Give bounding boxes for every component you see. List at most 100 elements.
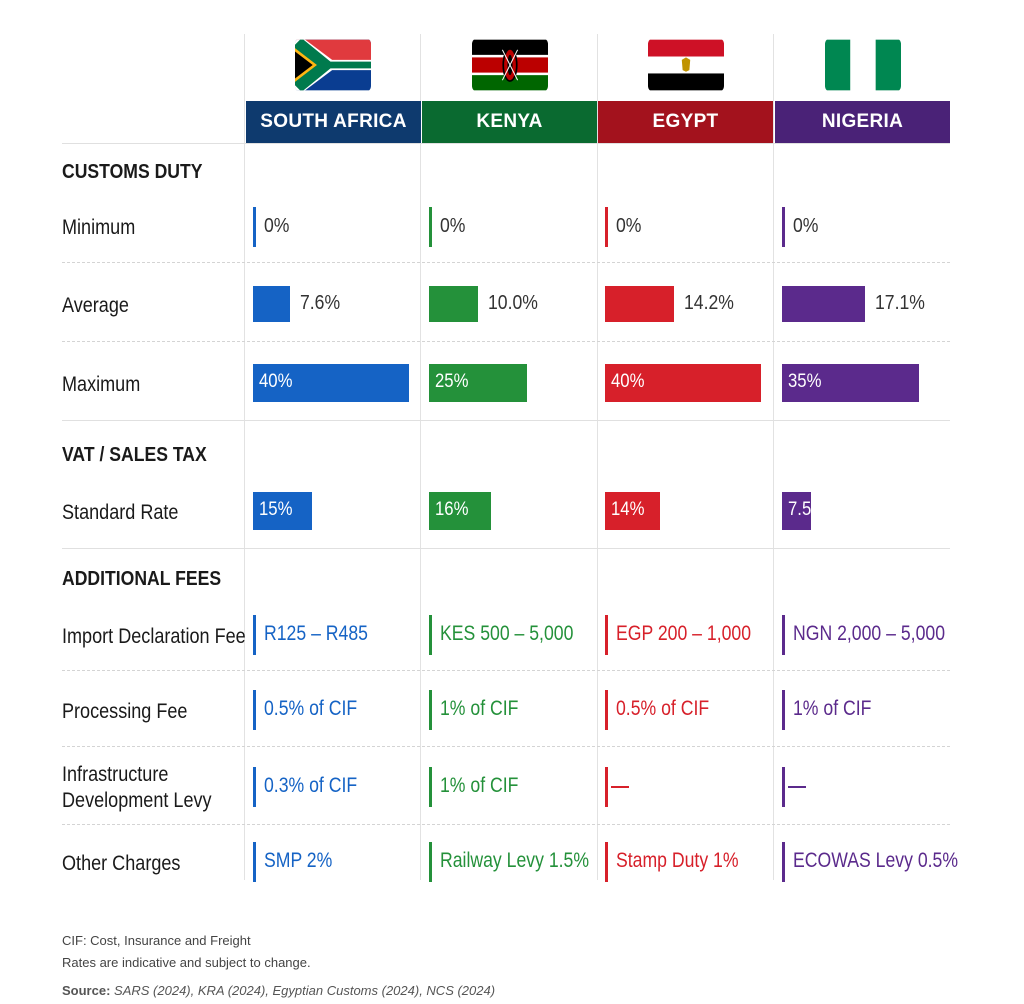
row-divider: [62, 824, 950, 825]
value-label-average-egypt: 14.2%: [683, 292, 734, 314]
fee-marker-import-declaration-fee-nigeria: [782, 615, 785, 655]
row-label-maximum: Maximum: [62, 373, 141, 396]
bar-standard-rate-kenya: [429, 492, 492, 530]
country-header-egypt: EGYPT: [598, 101, 773, 143]
section-title-additional-fees: ADDITIONAL FEES: [62, 568, 222, 590]
row-label-minimum: Minimum: [62, 216, 136, 239]
value-label-minimum-nigeria: 0%: [793, 215, 819, 237]
row-label-infrastructure-line1: Infrastructure: [62, 763, 169, 786]
value-label-maximum-nigeria: 35%: [788, 371, 822, 392]
value-label-minimum-egypt: 0%: [616, 215, 642, 237]
fee-marker-infrastructure-development-levy-egypt: [605, 767, 608, 807]
fee-marker-other-charges-nigeria: [782, 842, 785, 882]
value-label-maximum-kenya: 25%: [435, 371, 469, 392]
bar-average-egypt: [605, 286, 674, 322]
fee-marker-import-declaration-fee-egypt: [605, 615, 608, 655]
row-label-import-declaration-fee: Import Declaration Fee: [62, 625, 246, 648]
value-label-minimum-kenya: 0%: [440, 215, 466, 237]
fee-marker-import-declaration-fee-kenya: [429, 615, 432, 655]
fee-value-infrastructure-development-levy-kenya: 1% of CIF: [440, 774, 519, 797]
country-header-south-africa: SOUTH AFRICA: [246, 101, 421, 143]
bar-maximum-kenya: [429, 364, 527, 402]
fee-marker-processing-fee-kenya: [429, 690, 432, 730]
footnote-cif: CIF: Cost, Insurance and Freight: [62, 933, 251, 948]
section-title-customs-duty: CUSTOMS DUTY: [62, 161, 203, 183]
empty-dash-infrastructure-development-levy-egypt: [611, 786, 629, 788]
value-label-minimum-south-africa: 0%: [264, 215, 290, 237]
source-text: SARS (2024), KRA (2024), Egyptian Custom…: [114, 983, 496, 998]
fee-marker-infrastructure-development-levy-kenya: [429, 767, 432, 807]
egypt-flag-icon: [648, 38, 724, 92]
column-divider: [244, 34, 245, 880]
bar-standard-rate-egypt: [605, 492, 660, 530]
bar-average-nigeria: [782, 286, 865, 322]
value-label-average-south-africa: 7.6%: [299, 292, 340, 314]
zero-marker-minimum-south-africa: [253, 207, 256, 247]
row-divider: [62, 670, 950, 671]
bar-average-south-africa: [253, 286, 290, 322]
zero-marker-minimum-nigeria: [782, 207, 785, 247]
fee-marker-import-declaration-fee-south-africa: [253, 615, 256, 655]
fee-marker-infrastructure-development-levy-south-africa: [253, 767, 256, 807]
footnote-rates: Rates are indicative and subject to chan…: [62, 955, 311, 970]
fee-value-processing-fee-south-africa: 0.5% of CIF: [264, 697, 358, 720]
fee-marker-processing-fee-egypt: [605, 690, 608, 730]
section-title-vat: VAT / SALES TAX: [62, 444, 207, 466]
value-label-standard-rate-south-africa: 15%: [259, 499, 293, 520]
kenya-flag-icon: [472, 38, 548, 92]
row-label-standard-rate: Standard Rate: [62, 501, 179, 524]
column-divider: [597, 34, 598, 880]
nigeria-flag-icon: [825, 38, 901, 92]
fee-marker-infrastructure-development-levy-nigeria: [782, 767, 785, 807]
zero-marker-minimum-egypt: [605, 207, 608, 247]
value-label-maximum-south-africa: 40%: [259, 371, 293, 392]
bar-standard-rate-south-africa: [253, 492, 312, 530]
fee-marker-other-charges-south-africa: [253, 842, 256, 882]
row-divider: [62, 262, 950, 263]
source-label: Source:: [62, 983, 111, 998]
row-label-processing-fee: Processing Fee: [62, 700, 188, 723]
bar-standard-rate-nigeria: [782, 492, 812, 530]
fee-value-other-charges-egypt: Stamp Duty 1%: [616, 849, 739, 872]
row-label-other-charges: Other Charges: [62, 852, 181, 875]
row-label-average: Average: [62, 294, 129, 317]
value-label-average-nigeria: 17.1%: [874, 292, 925, 314]
fee-value-import-declaration-fee-kenya: KES 500 – 5,000: [440, 622, 574, 645]
bar-maximum-nigeria: [782, 364, 919, 402]
column-divider: [773, 34, 774, 880]
bar-maximum-south-africa: [253, 364, 409, 402]
empty-dash-infrastructure-development-levy-nigeria: [788, 786, 806, 788]
row-divider: [62, 143, 950, 144]
south-africa-flag-icon: [295, 38, 371, 92]
value-label-standard-rate-nigeria: 7.5%: [788, 499, 827, 520]
fee-value-infrastructure-development-levy-south-africa: 0.3% of CIF: [264, 774, 358, 797]
zero-marker-minimum-kenya: [429, 207, 432, 247]
fee-value-other-charges-nigeria: ECOWAS Levy 0.5%: [793, 849, 959, 872]
fee-marker-other-charges-egypt: [605, 842, 608, 882]
fee-value-processing-fee-kenya: 1% of CIF: [440, 697, 519, 720]
row-divider: [62, 746, 950, 747]
country-header-kenya: KENYA: [422, 101, 597, 143]
fee-value-processing-fee-egypt: 0.5% of CIF: [616, 697, 710, 720]
source-line: Source: SARS (2024), KRA (2024), Egyptia…: [62, 983, 495, 998]
value-label-standard-rate-kenya: 16%: [435, 499, 469, 520]
fee-value-import-declaration-fee-egypt: EGP 200 – 1,000: [616, 622, 752, 645]
country-header-nigeria: NIGERIA: [775, 101, 950, 143]
fee-value-import-declaration-fee-nigeria: NGN 2,000 – 5,000: [793, 622, 946, 645]
fee-value-processing-fee-nigeria: 1% of CIF: [793, 697, 872, 720]
column-divider: [420, 34, 421, 880]
fee-value-import-declaration-fee-south-africa: R125 – R485: [264, 622, 368, 645]
fee-marker-processing-fee-nigeria: [782, 690, 785, 730]
row-divider: [62, 341, 950, 342]
fee-marker-other-charges-kenya: [429, 842, 432, 882]
row-divider: [62, 548, 950, 549]
value-label-standard-rate-egypt: 14%: [611, 499, 645, 520]
fee-value-other-charges-kenya: Railway Levy 1.5%: [440, 849, 590, 872]
fee-value-other-charges-south-africa: SMP 2%: [264, 849, 333, 872]
bar-average-kenya: [429, 286, 478, 322]
value-label-maximum-egypt: 40%: [611, 371, 645, 392]
fee-marker-processing-fee-south-africa: [253, 690, 256, 730]
row-label-infrastructure-line2: Development Levy: [62, 789, 212, 812]
row-divider: [62, 420, 950, 421]
bar-maximum-egypt: [605, 364, 761, 402]
